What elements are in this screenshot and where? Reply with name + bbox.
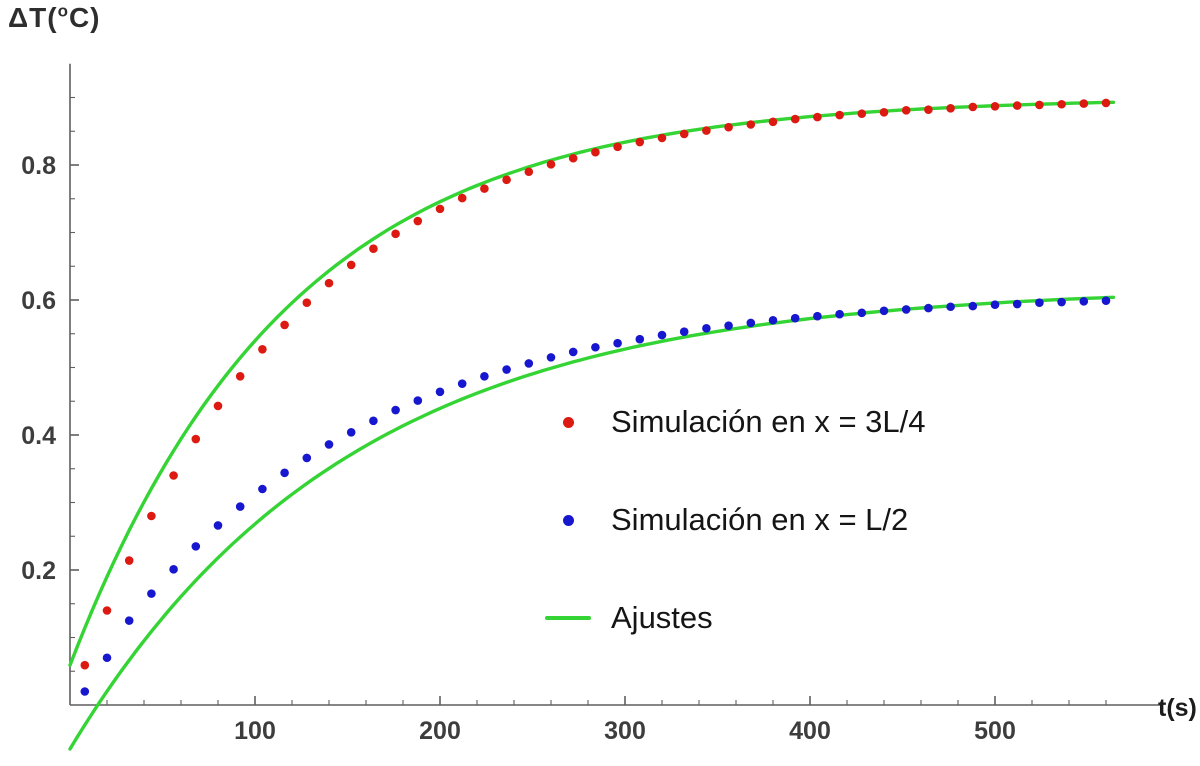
svg-text:0.6: 0.6 <box>21 287 56 315</box>
red-dot-marker-icon <box>545 416 591 428</box>
svg-text:100: 100 <box>234 717 276 745</box>
legend-label: Ajustes <box>611 600 713 635</box>
svg-text:0.4: 0.4 <box>21 422 56 450</box>
legend-label: Simulación en x = 3L/4 <box>611 404 926 439</box>
legend: Simulación en x = 3L/4 Simulación en x =… <box>545 404 926 636</box>
legend-item-ajustes: Ajustes <box>545 600 926 636</box>
legend-label: Simulación en x = L/2 <box>611 502 909 537</box>
svg-text:300: 300 <box>604 717 646 745</box>
svg-text:400: 400 <box>789 717 831 745</box>
legend-item-sim-L2: Simulación en x = L/2 <box>545 502 926 538</box>
svg-text:0.2: 0.2 <box>21 557 56 585</box>
green-line-marker-icon <box>545 616 591 620</box>
legend-item-sim-3L4: Simulación en x = 3L/4 <box>545 404 926 440</box>
y-axis-title-end: C) <box>68 2 101 33</box>
y-axis-title-superscript: o <box>57 1 69 21</box>
y-axis-title-main: ΔT( <box>8 2 58 33</box>
blue-dot-marker-icon <box>545 514 591 526</box>
x-axis-title: t(s) <box>1158 694 1197 722</box>
y-axis-title: ΔT(oC) <box>8 2 101 34</box>
svg-text:0.8: 0.8 <box>21 152 56 180</box>
svg-text:500: 500 <box>974 717 1016 745</box>
svg-text:200: 200 <box>419 717 461 745</box>
